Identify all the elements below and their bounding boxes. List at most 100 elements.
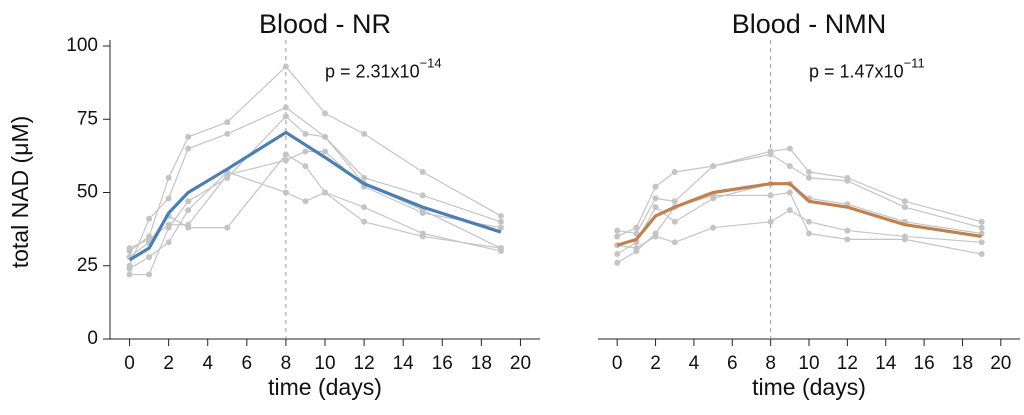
data-point: [633, 224, 640, 231]
data-point: [185, 145, 192, 152]
p-value: p = 2.31x10−14: [325, 56, 442, 81]
data-point: [165, 221, 172, 228]
data-point: [126, 245, 133, 252]
data-point: [185, 198, 192, 205]
data-point: [633, 248, 640, 255]
data-point: [282, 157, 289, 164]
data-point: [671, 218, 678, 225]
data-point: [767, 192, 774, 199]
data-point: [786, 207, 793, 214]
data-point: [361, 130, 368, 137]
data-point: [361, 218, 368, 225]
data-point: [978, 224, 985, 231]
data-point: [224, 130, 231, 137]
p-value-exponent: −11: [904, 56, 925, 71]
data-point: [165, 239, 172, 246]
data-point: [786, 163, 793, 170]
x-tick-label: 14: [393, 353, 415, 374]
chart-title: Blood - NR: [259, 9, 391, 39]
data-point: [710, 163, 717, 170]
mean-line: [616, 182, 982, 247]
data-point: [786, 145, 793, 152]
data-point: [146, 215, 153, 222]
data-point: [282, 63, 289, 70]
subject-line: [128, 106, 502, 266]
data-point: [419, 210, 426, 217]
x-tick-label: 2: [650, 353, 661, 374]
data-point: [322, 110, 328, 117]
data-point: [224, 224, 231, 231]
data-point: [614, 227, 621, 234]
data-point: [806, 230, 812, 237]
data-point: [978, 239, 985, 246]
x-tick-label: 8: [281, 353, 292, 374]
data-point: [652, 195, 659, 202]
data-point: [302, 198, 309, 205]
x-tick-label: 2: [163, 353, 174, 374]
data-point: [901, 236, 908, 243]
x-tick-label: 16: [432, 353, 453, 374]
chart-title: Blood - NMN: [732, 9, 887, 39]
data-point: [302, 148, 309, 155]
p-value-exponent: −14: [420, 56, 442, 71]
y-tick-label: 0: [87, 328, 98, 349]
x-tick-label: 18: [471, 353, 492, 374]
x-tick-label: 18: [952, 353, 973, 374]
y-tick-label: 100: [66, 35, 98, 56]
x-axis-label: time (days): [752, 374, 866, 400]
x-tick-label: 12: [837, 353, 858, 374]
data-point: [671, 198, 678, 205]
x-tick-label: 20: [990, 353, 1011, 374]
data-point: [282, 104, 289, 111]
data-point: [786, 189, 793, 196]
data-point: [361, 174, 368, 181]
x-tick-label: 10: [314, 353, 335, 374]
data-point: [322, 133, 328, 140]
x-tick-label: 0: [124, 353, 135, 374]
data-point: [185, 133, 192, 140]
data-point: [282, 151, 289, 158]
subject-line: [129, 171, 501, 270]
p-value: p = 1.47x10−11: [809, 56, 925, 81]
x-tick-label: 4: [202, 353, 213, 374]
x-axis-label: time (days): [268, 374, 382, 400]
data-point: [806, 174, 812, 181]
data-point: [224, 119, 231, 126]
data-point: [419, 233, 426, 240]
data-point: [302, 163, 309, 170]
data-point: [497, 218, 504, 225]
x-tick-label: 20: [510, 353, 531, 374]
data-point: [302, 130, 309, 137]
data-point: [978, 251, 985, 258]
subject-line: [129, 150, 502, 249]
data-point: [185, 221, 192, 228]
data-point: [652, 204, 659, 211]
data-point: [497, 224, 504, 231]
data-point: [767, 151, 774, 158]
data-point: [165, 195, 172, 202]
data-point: [844, 236, 851, 243]
data-point: [901, 204, 908, 211]
x-tick-label: 8: [765, 353, 776, 374]
data-point: [282, 113, 289, 120]
data-point: [614, 233, 621, 240]
data-point: [901, 198, 908, 205]
data-point: [282, 189, 289, 196]
y-tick-label: 75: [77, 108, 98, 129]
data-point: [806, 168, 812, 175]
x-tick-label: 4: [689, 353, 700, 374]
data-point: [633, 230, 640, 237]
data-point: [614, 251, 621, 258]
data-point: [710, 224, 717, 231]
y-axis-label: total NAD (μM): [7, 116, 33, 269]
subject-line: [129, 65, 502, 252]
data-point: [419, 168, 426, 175]
y-tick-label: 25: [77, 255, 98, 276]
data-point: [806, 218, 812, 225]
data-point: [844, 227, 851, 234]
data-point: [844, 177, 851, 184]
data-point: [419, 192, 426, 199]
p-value-text: p = 2.31x10: [325, 61, 420, 81]
data-point: [767, 218, 774, 225]
